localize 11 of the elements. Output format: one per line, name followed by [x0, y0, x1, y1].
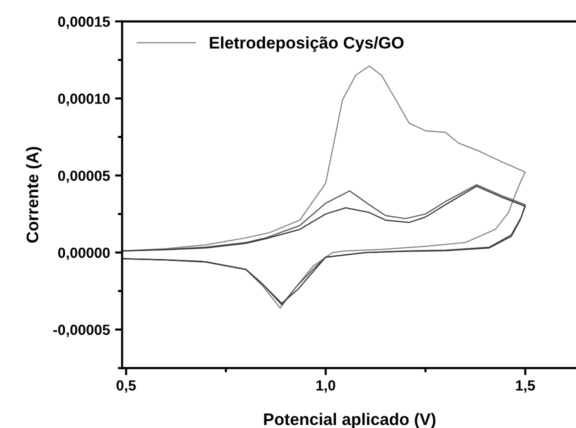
x-tick-label: 0,5 — [116, 380, 136, 393]
y-axis-title: Corrente (A) — [26, 146, 42, 243]
y-tick-label: 0,00010 — [58, 94, 110, 106]
x-tick-label: 1,0 — [316, 380, 336, 393]
y-tick-label: 0,00000 — [58, 248, 110, 260]
x-axis-title: Potencial aplicado (V) — [264, 412, 436, 428]
y-tick-label: -0,00005 — [53, 324, 110, 338]
legend-label: Eletrodeposição Cys/GO — [210, 36, 404, 52]
x-tick-label: 1,5 — [516, 380, 535, 393]
y-tick-label: 0,00015 — [58, 16, 110, 29]
y-tick-label: 0,00005 — [58, 170, 110, 184]
